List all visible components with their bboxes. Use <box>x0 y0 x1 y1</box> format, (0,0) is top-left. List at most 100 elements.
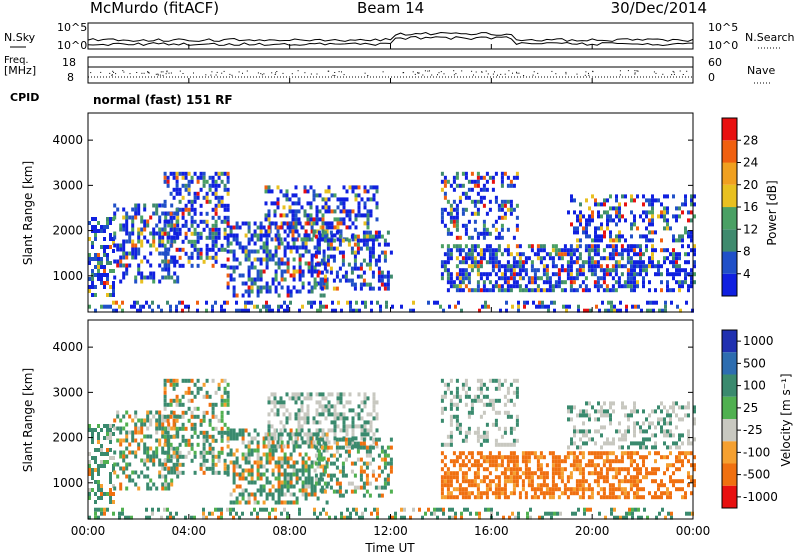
echo-cell <box>185 208 188 212</box>
echo-cell <box>319 305 322 309</box>
noise-tick-bottom-right: 10^0 <box>708 39 738 52</box>
echo-cell <box>618 280 621 284</box>
echo-cell <box>600 268 603 272</box>
echo-cell <box>334 432 337 436</box>
echo-cell <box>465 475 468 479</box>
echo-cell <box>236 266 239 270</box>
echo-cell <box>366 235 369 239</box>
echo-cell <box>351 446 354 450</box>
echo-cell <box>594 417 597 421</box>
echo-cell <box>315 263 318 267</box>
echo-cell <box>618 459 621 463</box>
freq-dot <box>620 74 621 75</box>
echo-cell <box>227 176 230 180</box>
echo-cell <box>648 230 651 234</box>
echo-cell <box>672 409 675 413</box>
echo-cell <box>645 268 648 272</box>
echo-cell <box>597 214 600 218</box>
echo-cell <box>606 467 609 471</box>
echo-cell <box>441 475 444 479</box>
echo-cell <box>516 280 519 284</box>
echo-cell <box>292 233 295 237</box>
echo-cell <box>215 196 218 200</box>
echo-cell <box>134 427 137 431</box>
echo-cell <box>663 206 666 210</box>
echo-cell <box>157 305 160 309</box>
echo-cell <box>588 401 591 405</box>
echo-cell <box>660 429 663 433</box>
echo-cell <box>615 238 618 242</box>
echo-cell <box>97 277 100 281</box>
echo-cell <box>543 455 546 459</box>
noise-traces <box>88 33 693 46</box>
echo-cell <box>173 264 176 268</box>
echo-cell <box>372 243 375 247</box>
echo-cell <box>618 264 621 268</box>
echo-cell <box>633 268 636 272</box>
echo-cell <box>263 473 266 477</box>
echo-cell <box>597 248 600 252</box>
echo-cell <box>266 238 269 242</box>
echo-cell <box>182 423 185 427</box>
echo-cell <box>307 396 310 400</box>
echo-cell <box>456 236 459 240</box>
echo-cell <box>609 401 612 405</box>
echo-cell <box>504 379 507 383</box>
echo-cell <box>134 244 137 248</box>
echo-cell <box>384 259 387 263</box>
echo-cell <box>666 409 669 413</box>
echo-cell <box>498 411 501 415</box>
echo-cell <box>478 512 481 516</box>
echo-cell <box>265 305 268 309</box>
echo-cell <box>516 423 519 427</box>
echo-cell <box>128 232 131 236</box>
echo-cell <box>122 415 125 419</box>
echo-cell <box>462 475 465 479</box>
echo-cell <box>260 457 263 461</box>
echo-cell <box>474 479 477 483</box>
echo-cell <box>357 247 360 251</box>
echo-cell <box>301 424 304 428</box>
echo-cell <box>173 196 176 200</box>
echo-cell <box>453 284 456 288</box>
echo-cell <box>203 180 206 184</box>
echo-cell <box>272 469 275 473</box>
echo-cell <box>546 264 549 268</box>
echo-cell <box>257 489 260 493</box>
echo-cell <box>459 491 462 495</box>
echo-cell <box>669 272 672 276</box>
echo-cell <box>224 467 227 471</box>
freq-dot <box>437 74 438 75</box>
echo-cell <box>254 222 257 226</box>
echo-cell <box>678 272 681 276</box>
echo-cell <box>167 427 170 431</box>
echo-cell <box>185 379 188 383</box>
echo-cell <box>298 396 301 400</box>
echo-cell <box>501 208 504 212</box>
echo-cell <box>176 399 179 403</box>
echo-cell <box>450 216 453 220</box>
echo-cell <box>627 455 630 459</box>
echo-cell <box>275 246 278 250</box>
echo-cell <box>158 252 161 256</box>
echo-cell <box>149 272 152 276</box>
echo-cell <box>633 260 636 264</box>
echo-cell <box>197 264 200 268</box>
echo-cell <box>570 437 573 441</box>
echo-cell <box>486 244 489 248</box>
echo-cell <box>354 259 357 263</box>
echo-cell <box>663 455 666 459</box>
echo-cell <box>576 479 579 483</box>
echo-cell <box>91 488 94 492</box>
echo-cell <box>326 501 329 505</box>
echo-cell <box>474 180 477 184</box>
echo-cell <box>447 495 450 499</box>
freq-dot <box>365 73 366 74</box>
echo-cell <box>591 214 594 218</box>
echo-cell <box>636 226 639 230</box>
echo-cell <box>251 238 254 242</box>
echo-cell <box>247 301 250 305</box>
echo-cell <box>444 208 447 212</box>
echo-cell <box>164 483 167 487</box>
freq-dot <box>497 75 498 76</box>
